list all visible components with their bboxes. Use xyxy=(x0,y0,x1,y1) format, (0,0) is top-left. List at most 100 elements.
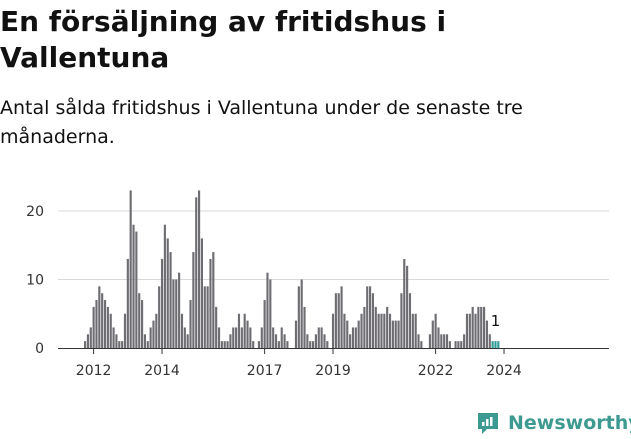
bar xyxy=(209,258,212,348)
bar xyxy=(152,320,155,348)
bar xyxy=(246,320,249,348)
bar xyxy=(263,300,266,348)
bar xyxy=(92,306,95,348)
bar xyxy=(494,341,497,348)
bar xyxy=(323,334,326,348)
bar xyxy=(269,279,272,348)
chart-title: En försäljning av fritidshus i Vallentun… xyxy=(0,5,447,74)
bar xyxy=(297,286,300,348)
bar xyxy=(135,231,138,348)
bar xyxy=(386,306,389,348)
bar xyxy=(212,252,215,348)
x-tick-label: 2019 xyxy=(315,363,351,379)
bar xyxy=(86,334,89,348)
bar xyxy=(277,341,280,348)
bar xyxy=(483,306,486,348)
bar xyxy=(95,300,98,348)
bar xyxy=(380,313,383,348)
bar xyxy=(141,300,144,348)
bar xyxy=(129,190,132,348)
bar xyxy=(343,313,346,348)
bar xyxy=(320,327,323,348)
bar xyxy=(408,293,412,348)
bar xyxy=(274,334,278,348)
bar xyxy=(406,265,409,348)
bar xyxy=(272,327,275,348)
bar xyxy=(440,334,443,348)
bar xyxy=(158,286,161,348)
bar xyxy=(189,300,192,348)
bar xyxy=(198,190,201,348)
bar xyxy=(252,341,255,348)
bar xyxy=(437,327,440,348)
bar xyxy=(314,334,317,348)
bar xyxy=(169,252,172,348)
y-tick-label: 0 xyxy=(35,341,44,357)
bar xyxy=(420,341,423,348)
bar xyxy=(317,327,320,348)
bar xyxy=(363,306,366,348)
bar xyxy=(126,258,129,348)
bar xyxy=(465,313,469,348)
x-tick-label: 2017 xyxy=(247,363,283,379)
bar xyxy=(397,320,400,348)
bar xyxy=(377,313,380,348)
bar xyxy=(243,313,246,348)
bar xyxy=(488,334,491,348)
bar xyxy=(303,306,306,348)
bar xyxy=(445,334,449,348)
bar xyxy=(237,313,241,348)
bar xyxy=(286,341,289,348)
brand-name: Newsworthy xyxy=(508,412,631,434)
bar xyxy=(366,286,369,348)
bar xyxy=(220,341,223,348)
bar xyxy=(428,334,431,348)
bar xyxy=(118,341,121,348)
bar xyxy=(257,341,260,348)
bar xyxy=(431,320,434,348)
bar xyxy=(497,341,500,348)
bar xyxy=(266,272,269,348)
bar xyxy=(226,341,229,348)
bar xyxy=(192,252,195,348)
bar xyxy=(200,238,203,348)
x-tick-label: 2014 xyxy=(144,363,180,379)
chart-subtitle: Antal sålda fritidshus i Vallentuna unde… xyxy=(0,97,523,148)
bar xyxy=(98,286,101,348)
bar xyxy=(468,313,471,348)
bar xyxy=(326,341,329,348)
bar xyxy=(232,327,235,348)
bar xyxy=(84,341,87,348)
x-tick-label: 2012 xyxy=(76,363,112,379)
bar xyxy=(283,334,286,348)
bar xyxy=(354,327,357,348)
bar xyxy=(229,334,232,348)
bar-chart: 0 10 20 2012 2014 2017 2019 2022 2024 1 xyxy=(26,190,609,379)
bar xyxy=(160,258,164,348)
bar xyxy=(306,334,309,348)
bar xyxy=(349,334,352,348)
bar xyxy=(460,341,463,348)
bar xyxy=(477,306,480,348)
bar xyxy=(491,341,494,348)
bar xyxy=(403,258,406,348)
bar xyxy=(121,341,124,348)
bar xyxy=(360,313,363,348)
bar xyxy=(249,327,252,348)
bar xyxy=(109,313,112,348)
bar xyxy=(312,341,315,348)
bar xyxy=(394,320,397,348)
bar xyxy=(454,341,457,348)
bar xyxy=(434,313,437,348)
bar xyxy=(240,327,243,348)
bar xyxy=(374,306,377,348)
bar xyxy=(175,279,178,348)
bar xyxy=(172,279,175,348)
bar xyxy=(186,334,189,348)
bar xyxy=(260,327,263,348)
bar xyxy=(337,293,340,348)
bar xyxy=(457,341,460,348)
bar xyxy=(178,272,181,348)
bar xyxy=(448,341,451,348)
bar xyxy=(411,313,414,348)
